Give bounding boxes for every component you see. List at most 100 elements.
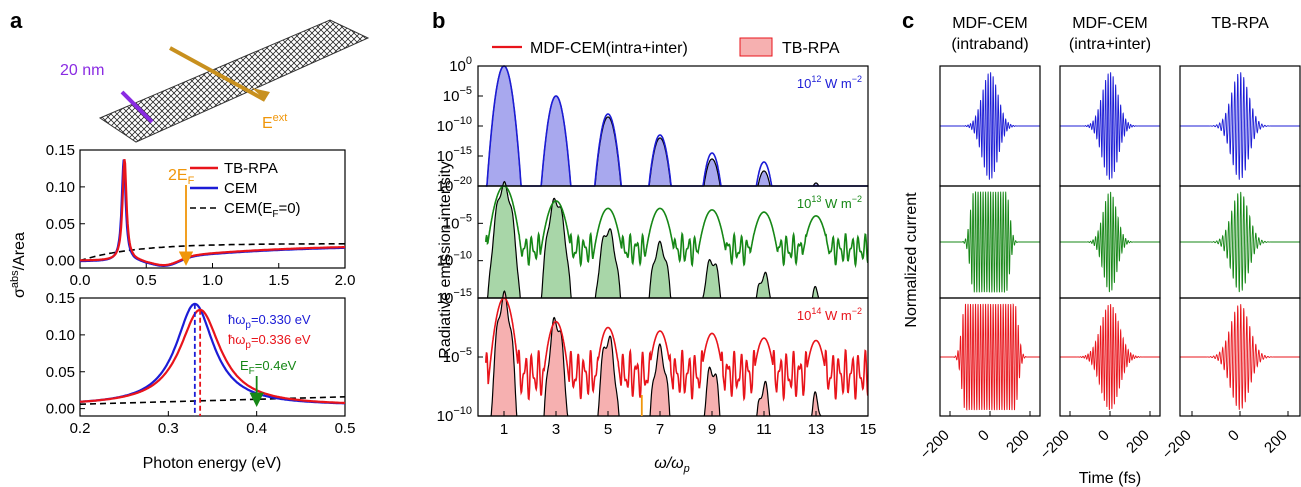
a-top-legend: TB-RPA CEM CEM(EF=0) [190, 160, 301, 220]
a-bottom-ytick-label-2: 0.10 [46, 327, 75, 344]
a-top-line-cem-ef0 [79, 243, 345, 262]
panel-a: 20 nm Eext σabs/Area 0.0 0.5 1.0 1.5 2.0 0.00… [9, 19, 370, 472]
c-subplot-1-2 [1179, 185, 1301, 299]
c-current-trace-2-0 [940, 303, 1040, 411]
panel-c: MDF-CEM (intraband) MDF-CEM (intra+inter) TB… [903, 15, 1301, 487]
c-xtick-label-2-0: −200 [1159, 427, 1195, 463]
c-xtick-label-0-0: −200 [917, 427, 953, 463]
b-ylabel: Radiative emission intensity [437, 161, 454, 358]
b-xtick-label-4: 9 [708, 421, 716, 438]
b-subplot-2: 10−5 10−10 1014 W m−2 [437, 290, 869, 425]
c-current-trace-1-0 [940, 191, 1040, 293]
a-top-xtick-label-1: 0.5 [136, 272, 157, 289]
a-bottom-ann-red: ħωp=0.336 eV [228, 332, 311, 351]
b-intensity-label-0: 1012 W m−2 [797, 74, 862, 91]
legend-tbrpa: TB-RPA [224, 160, 278, 177]
b-xtick-label-0: 1 [500, 421, 508, 438]
c-col-title-1-a: MDF-CEM [1072, 15, 1148, 32]
c-xtick-label-2-1: 0 [1225, 427, 1243, 445]
c-current-trace-0-2 [1180, 72, 1300, 180]
b-xtick-label-7: 15 [860, 421, 877, 438]
a-bottom-ytick-label-1: 0.05 [46, 364, 75, 381]
b-mdfcem-line-1 [485, 185, 869, 269]
a-bottom-xtick-label-3: 0.5 [335, 420, 356, 437]
b-legend-fill: TB-RPA [782, 40, 840, 57]
b-subplot-1: 10−5 10−10 10−15 1013 W m−2 [437, 180, 869, 307]
a-top-annotation: 2EF [168, 167, 195, 187]
b-mdfcem-line-2 [485, 297, 869, 402]
c-xtick-label-2-2: 200 [1261, 427, 1291, 457]
b-legend: MDF-CEM(intra+inter) TB-RPA [492, 37, 840, 57]
c-subplot-2-0 [939, 297, 1041, 417]
b-legend-line: MDF-CEM(intra+inter) [530, 40, 688, 57]
panel-letter-b: b [432, 8, 445, 33]
a-top-line-tbrpa [80, 159, 345, 267]
b-xtick-label-5: 11 [756, 421, 772, 438]
legend-cem-ef0: CEM(EF=0) [224, 200, 301, 220]
legend-cem: CEM [224, 180, 257, 197]
a-top-ytick-label-0: 0.00 [46, 253, 75, 270]
b-intensity-label-1: 1013 W m−2 [797, 194, 862, 211]
a-bottom-xtick-label-0: 0.2 [70, 420, 91, 437]
b-ytick-label-1-1: 10−10 [437, 250, 472, 270]
panel-letter-c: c [902, 8, 914, 33]
field-label: Eext [262, 112, 287, 132]
c-subplot-1-1 [1059, 185, 1161, 299]
a-bottom-plot: 0.2 0.3 0.4 0.5 0.00 0.05 0.10 0.15 ħωp=0.330 e… [46, 290, 356, 437]
b-ytick-label-0-1: 10−5 [443, 85, 472, 105]
a-top-xtick-label-4: 2.0 [335, 272, 356, 289]
c-current-trace-0-0 [940, 72, 1040, 180]
c-xlabel: Time (fs) [1079, 470, 1142, 487]
a-bottom-ann-green: EF=0.4eV [240, 358, 297, 377]
c-xtick-label-1-0: −200 [1037, 427, 1073, 463]
a-ylabel: σabs/Area [9, 232, 28, 298]
b-ytick-label-1-2: 10−15 [437, 287, 472, 307]
a-bottom-frame [79, 297, 346, 417]
panel-letter-a: a [10, 8, 23, 33]
a-top-xtick-label-0: 0.0 [70, 272, 91, 289]
panel-b: MDF-CEM(intra+inter) TB-RPA Radiative em… [437, 37, 877, 475]
b-xtick-label-1: 3 [552, 421, 560, 438]
c-xtick-label-1-1: 0 [1095, 427, 1113, 445]
c-ylabel: Normalized current [903, 192, 920, 328]
a-top-plot: 0.0 0.5 1.0 1.5 2.0 0.00 0.05 0.10 0.15 2EF TB-R… [46, 142, 356, 289]
b-ytick-label-0-0: 100 [449, 55, 472, 75]
b-ytick-label-0-2: 10−10 [437, 115, 472, 135]
b-subplot-0: 100 10−5 10−10 10−15 10−20 1012 W m−2 [437, 55, 869, 195]
c-current-trace-0-1 [1060, 72, 1160, 180]
a-top-line-cem [80, 159, 345, 267]
c-col-title-2-a: TB-RPA [1211, 15, 1269, 32]
a-top-ytick-label-2: 0.10 [46, 179, 75, 196]
c-xtick-label-1-2: 200 [1123, 427, 1153, 457]
c-subplot-0-2 [1179, 65, 1301, 187]
c-col-title-0-b: (intraband) [951, 36, 1028, 53]
c-xtick-label-0-1: 0 [975, 427, 993, 445]
b-ytick-label-1-0: 10−5 [443, 212, 472, 232]
b-ytick-label-0-3: 10−15 [437, 145, 472, 165]
b-intensity-label-2: 1014 W m−2 [797, 306, 862, 323]
graphene-ribbon: 20 nm Eext [60, 19, 370, 143]
c-xtick-label-0-2: 200 [1003, 427, 1033, 457]
field-arrow [169, 46, 266, 102]
c-subplot-2-2 [1179, 297, 1301, 417]
width-label: 20 nm [60, 62, 104, 79]
b-xtick-label-6: 13 [808, 421, 825, 438]
a-bottom-xtick-label-1: 0.3 [158, 420, 179, 437]
a-bottom-xtick-label-2: 0.4 [246, 420, 267, 437]
c-current-trace-2-2 [1180, 304, 1300, 410]
c-col-title-1-b: (intra+inter) [1069, 36, 1151, 53]
c-current-trace-1-1 [1060, 191, 1160, 293]
a-bottom-ytick-label-0: 0.00 [46, 401, 75, 418]
c-subplot-1-0 [939, 185, 1041, 299]
a-bottom-ann-blue: ħωp=0.330 eV [228, 312, 311, 331]
c-subplot-0-0 [939, 65, 1041, 187]
c-subplot-2-1 [1059, 297, 1161, 417]
a-top-xtick-label-3: 1.5 [268, 272, 289, 289]
b-ytick-label-2-1: 10−10 [437, 405, 472, 425]
a-bottom-line-cem-ef0 [79, 396, 346, 405]
a-bottom-line-tbrpa [79, 308, 346, 405]
c-col-title-0-a: MDF-CEM [952, 15, 1028, 32]
a-top-ytick-label-3: 0.15 [46, 142, 75, 159]
a-top-xtick-label-2: 1.0 [202, 272, 223, 289]
c-current-trace-1-2 [1180, 191, 1300, 293]
